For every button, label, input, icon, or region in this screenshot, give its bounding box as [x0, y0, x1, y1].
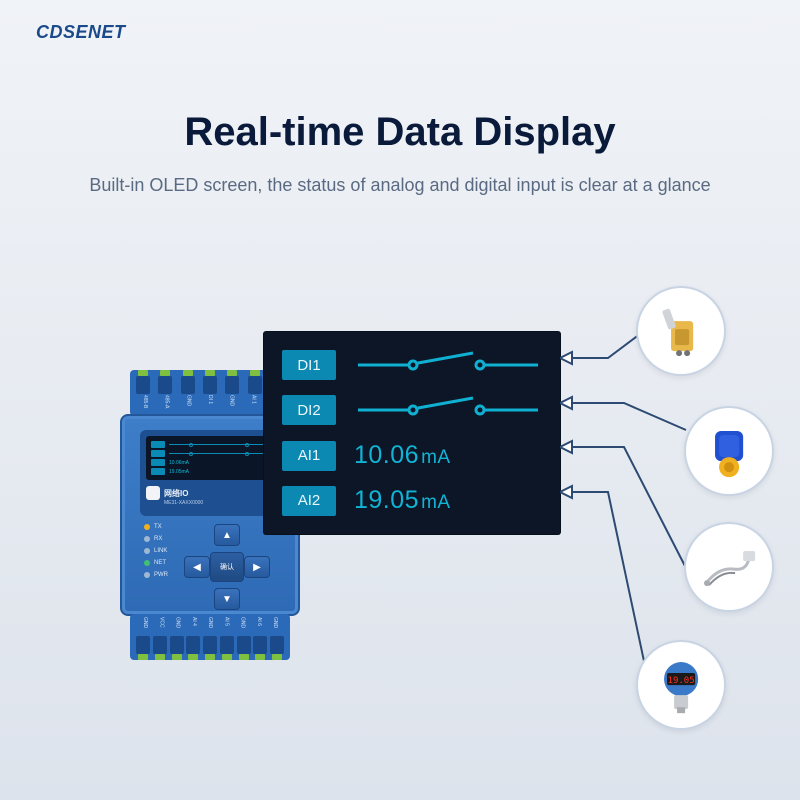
- led-dot: [144, 560, 150, 566]
- terminal-label: GND: [175, 617, 181, 635]
- sensor-limit-switch: [636, 286, 726, 376]
- led-dot: [144, 572, 150, 578]
- terminal-slot: [253, 636, 267, 654]
- mini-oled: 10.06mA 19.05mA: [146, 436, 274, 480]
- terminal-label: GND: [185, 395, 191, 413]
- device-brand-text: 网络IO: [164, 488, 188, 499]
- terminal-label: VCC: [158, 617, 164, 635]
- sensor-rfid-tag: [684, 406, 774, 496]
- terminal-slot: [136, 376, 150, 394]
- terminal-label: 485-B: [142, 395, 148, 413]
- terminal-slot: [203, 636, 217, 654]
- terminal-label: GND: [229, 395, 235, 413]
- terminal-slot: [248, 376, 262, 394]
- terminal-slot: [158, 376, 172, 394]
- page-title: Real-time Data Display: [0, 110, 800, 155]
- terminal-slot: [153, 636, 167, 654]
- oled-tag: DI1: [282, 350, 336, 380]
- terminal-label: AI 5: [223, 617, 229, 635]
- led-dot: [144, 536, 150, 542]
- oled-tag: AI1: [282, 441, 336, 471]
- led-label: NET: [154, 560, 166, 566]
- terminal-slot: [237, 636, 251, 654]
- led-label: LINK: [154, 548, 167, 554]
- oled-tag: AI2: [282, 486, 336, 516]
- device-panel: 10.06mA 19.05mA 网络IO ME31-XAXX0000: [140, 430, 280, 516]
- terminal-slot: [270, 636, 284, 654]
- terminal-label: AI 6: [256, 617, 262, 635]
- led-link: LINK: [144, 548, 168, 554]
- switch-open-icon: [354, 350, 542, 380]
- terminal-label: AI 4: [191, 617, 197, 635]
- led-label: RX: [154, 536, 162, 542]
- device-brand-icon: [146, 486, 160, 500]
- terminal-label: 485-A: [164, 395, 170, 413]
- oled-display-enlarged: DI1 DI2 AI1 10.06mA AI2 19.05mA: [264, 332, 560, 534]
- terminal-slot: [170, 636, 184, 654]
- led-dot: [144, 524, 150, 530]
- terminal-slot: [136, 636, 150, 654]
- terminal-slot: [203, 376, 217, 394]
- dpad: ▲ ▼ ◀ ▶ 确认: [184, 524, 270, 610]
- sensor-thermocouple: [684, 522, 774, 612]
- terminal-label: GND: [240, 617, 246, 635]
- dpad-up[interactable]: ▲: [214, 524, 240, 546]
- terminal-label: GND: [142, 617, 148, 635]
- terminal-rail-bottom: GND VCC GND AI 4 GND AI 5 GND AI 6 GND: [130, 614, 290, 660]
- page-subtitle: Built-in OLED screen, the status of anal…: [60, 172, 740, 199]
- pressure-display-value: 19.05: [667, 676, 694, 686]
- device-model-text: ME31-XAXX0000: [164, 500, 274, 506]
- oled-value: 19.05mA: [354, 486, 542, 515]
- brand-logo: CDSENET: [36, 22, 126, 43]
- dpad-center[interactable]: 确认: [210, 552, 244, 582]
- led-dot: [144, 548, 150, 554]
- oled-value: 10.06mA: [354, 441, 542, 470]
- oled-row-ai1: AI1 10.06mA: [282, 437, 542, 475]
- terminal-label: AI 1: [250, 395, 256, 413]
- led-label: PWR: [154, 572, 168, 578]
- terminal-slot: [186, 636, 200, 654]
- led-pwr: PWR: [144, 572, 168, 578]
- dpad-left[interactable]: ◀: [184, 556, 210, 578]
- oled-row-ai2: AI2 19.05mA: [282, 482, 542, 520]
- oled-tag: DI2: [282, 395, 336, 425]
- sensor-pressure-transmitter: 19.05: [636, 640, 726, 730]
- led-net: NET: [144, 560, 168, 566]
- led-label: TX: [154, 524, 162, 530]
- dpad-right[interactable]: ▶: [244, 556, 270, 578]
- oled-row-di1: DI1: [282, 346, 542, 384]
- terminal-label: DI 1: [207, 395, 213, 413]
- switch-open-icon: [354, 395, 542, 425]
- led-tx: TX: [144, 524, 168, 530]
- dpad-down[interactable]: ▼: [214, 588, 240, 610]
- terminal-slot: [225, 376, 239, 394]
- led-rx: RX: [144, 536, 168, 542]
- oled-row-di2: DI2: [282, 391, 542, 429]
- terminal-label: GND: [272, 617, 278, 635]
- terminal-label: GND: [207, 617, 213, 635]
- led-indicators: TX RX LINK NET PWR: [144, 524, 168, 578]
- terminal-slot: [220, 636, 234, 654]
- terminal-slot: [181, 376, 195, 394]
